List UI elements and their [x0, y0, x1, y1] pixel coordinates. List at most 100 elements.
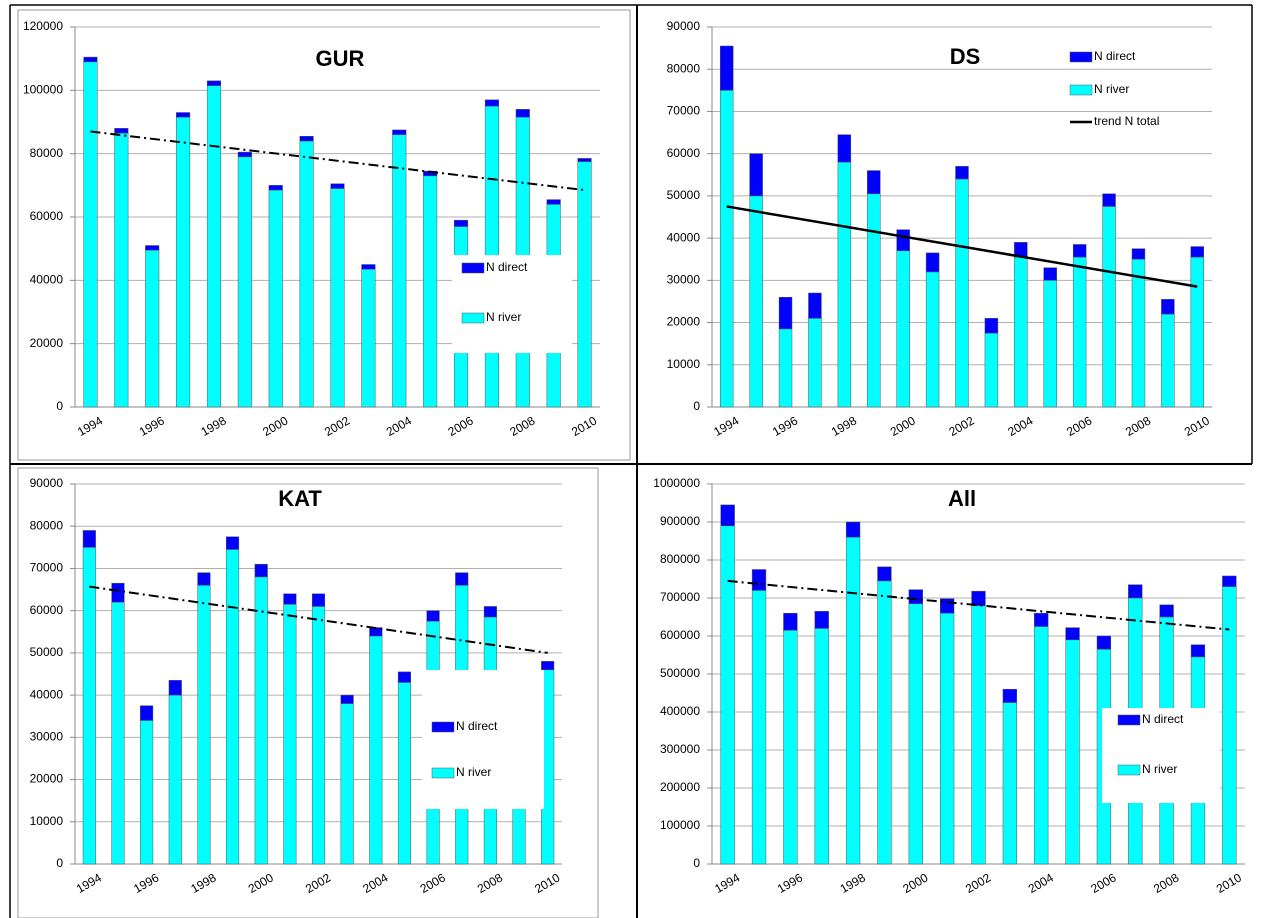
y-tick-label: 100000	[660, 818, 700, 832]
legend-swatch	[431, 767, 455, 779]
y-tick-label: 30000	[30, 730, 64, 744]
bar-segment	[423, 175, 438, 408]
bar-segment	[808, 318, 822, 408]
bar-segment	[1065, 639, 1080, 865]
y-tick-label: 90000	[667, 19, 701, 33]
y-tick-label: 0	[56, 399, 63, 413]
bar-segment	[397, 671, 411, 683]
trend-line	[726, 205, 1198, 288]
bar-segment	[1161, 313, 1175, 408]
bar-segment	[925, 271, 940, 408]
bar-segment	[719, 45, 734, 91]
bar-segment	[268, 189, 283, 408]
y-tick-label: 30000	[667, 273, 701, 287]
y-tick-label: 600000	[660, 628, 700, 642]
bar-segment	[1128, 584, 1143, 599]
bar-segment	[1072, 244, 1087, 258]
bar-segment	[1014, 256, 1028, 408]
y-tick-label: 20000	[30, 772, 64, 786]
bar-segment	[140, 720, 154, 865]
bar-segment	[111, 582, 125, 603]
bar-segment	[867, 170, 881, 195]
bar-segment	[268, 185, 283, 191]
bar-segment	[778, 296, 793, 330]
bar-segment	[778, 328, 793, 408]
bar-segment	[426, 610, 440, 622]
bar-segment	[283, 604, 297, 865]
bar-segment	[455, 572, 469, 586]
bar-segment	[330, 188, 345, 408]
y-tick-label: 800000	[660, 552, 700, 566]
bar-segment	[1102, 206, 1116, 408]
bar-segment	[197, 572, 211, 586]
bar-segment	[1002, 688, 1018, 703]
bar-segment	[397, 682, 411, 865]
y-tick-label: 50000	[30, 645, 64, 659]
y-tick-label: 20000	[667, 315, 701, 329]
bar-segment	[845, 521, 861, 538]
legend-swatch	[1069, 84, 1093, 96]
bar-segment	[330, 183, 345, 189]
legend-label: N direct	[486, 260, 528, 274]
y-tick-label: 0	[693, 399, 700, 413]
bar-segment	[340, 694, 354, 704]
legend-label: N river	[486, 310, 521, 324]
bar-segment	[1161, 299, 1175, 315]
bar-segment	[83, 61, 98, 408]
y-tick-label: 120000	[23, 19, 63, 33]
y-tick-label: 100000	[23, 83, 63, 97]
bar-segment	[577, 161, 592, 408]
bar-segment	[1043, 267, 1057, 281]
bar-segment	[783, 612, 798, 631]
bar-segment	[749, 153, 763, 197]
bar-segment	[845, 536, 861, 865]
bar-segment	[237, 156, 252, 408]
chart-border	[17, 467, 599, 918]
bar-segment	[168, 680, 182, 696]
legend-label: N direct	[1142, 712, 1184, 726]
bar-segment	[392, 129, 407, 135]
legend-label: trend N total	[1094, 114, 1159, 128]
bar-segment	[114, 128, 129, 134]
y-tick-label: 900000	[660, 514, 700, 528]
bar-segment	[1034, 626, 1049, 865]
y-tick-label: 300000	[660, 742, 700, 756]
chart-title: KAT	[278, 486, 322, 511]
bar-segment	[955, 178, 969, 408]
bar-segment	[1065, 627, 1080, 641]
y-tick-label: 80000	[30, 146, 64, 160]
y-tick-label: 10000	[667, 357, 701, 371]
bar-segment	[984, 332, 999, 408]
y-tick-label: 0	[693, 856, 700, 870]
bar-segment	[546, 199, 561, 205]
bar-segment	[168, 694, 182, 865]
bar-segment	[984, 318, 999, 334]
bar-segment	[1190, 644, 1206, 658]
bar-segment	[515, 109, 530, 118]
bar-segment	[197, 585, 211, 865]
legend-label: N direct	[1094, 49, 1136, 63]
trend-line	[727, 579, 1230, 631]
bar-segment	[237, 151, 252, 158]
bar-segment	[971, 605, 986, 865]
bar-segment	[114, 132, 129, 408]
legend-swatch	[461, 312, 485, 324]
bar-segment	[925, 252, 940, 273]
bar-segment	[751, 569, 767, 591]
bar-segment	[908, 603, 923, 865]
trend-line	[90, 130, 585, 192]
legend-swatch	[1117, 764, 1141, 776]
bar-segment	[837, 134, 852, 163]
bar-segment	[254, 563, 268, 578]
y-tick-label: 0	[56, 856, 63, 870]
bar-segment	[749, 195, 763, 408]
bar-segment	[226, 536, 240, 550]
bar-segment	[577, 158, 592, 162]
bar-segment	[1072, 256, 1087, 408]
bar-segment	[369, 635, 383, 865]
legend-label: N river	[1142, 762, 1177, 776]
bar-segment	[837, 161, 852, 408]
bar-segment	[361, 264, 376, 270]
bar-segment	[867, 193, 881, 408]
